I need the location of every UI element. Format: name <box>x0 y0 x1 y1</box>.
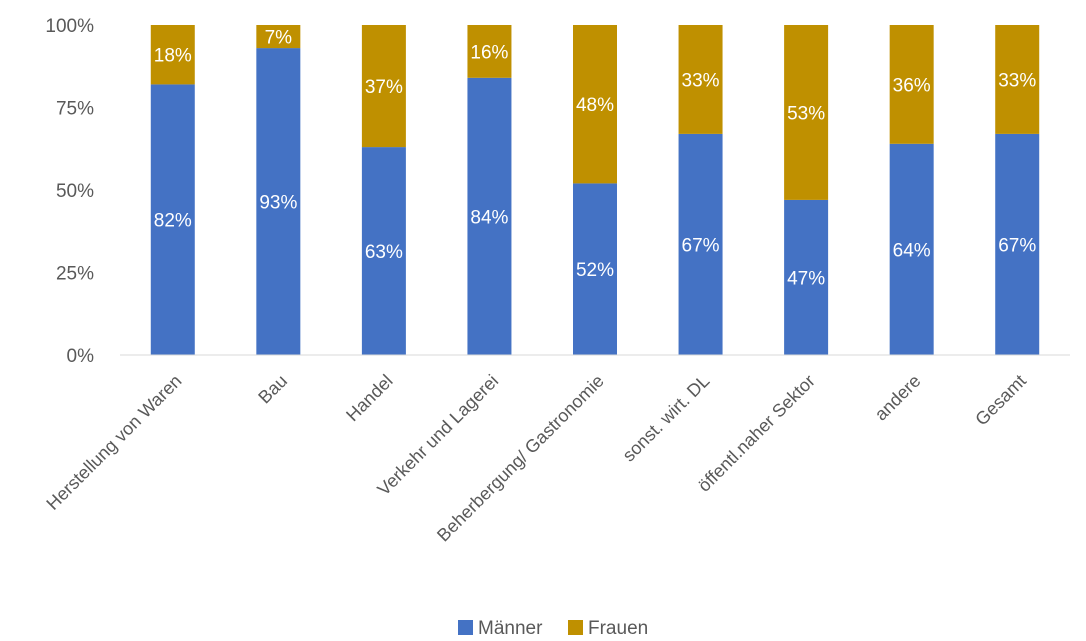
bar-segment-maenner <box>889 143 934 355</box>
data-label: 48% <box>576 95 614 116</box>
bar-segment-maenner <box>467 77 512 356</box>
bar-segment-frauen <box>150 25 195 85</box>
bars: 82% 18% 93% 7% 63% 37% 84% 16% 52% 48% 67% 33% 47% 53… <box>150 25 1040 356</box>
data-label: 82% <box>154 211 192 232</box>
data-label: 93% <box>259 193 297 214</box>
y-tick-label: 25% <box>56 264 94 285</box>
data-label: 52% <box>576 260 614 281</box>
bar-segment-maenner <box>995 133 1040 355</box>
bar-segment-frauen <box>889 25 934 144</box>
y-tick-label: 75% <box>56 99 94 120</box>
bar-segment-frauen <box>678 25 723 134</box>
bar-segment-maenner <box>150 84 195 356</box>
data-label: 84% <box>470 207 508 228</box>
bar-segment-maenner <box>361 147 406 355</box>
data-label: 18% <box>154 46 192 67</box>
data-label: 7% <box>265 28 293 49</box>
x-category-label: andere <box>871 371 925 425</box>
data-label: 33% <box>682 70 720 91</box>
x-category-label: Beherbergung/ Gastronomie <box>433 371 608 546</box>
x-category-label: Bau <box>254 371 291 408</box>
legend-label: Frauen <box>588 618 648 639</box>
data-label: 63% <box>365 242 403 263</box>
legend-swatch <box>458 620 473 635</box>
legend: Männer Frauen <box>458 618 648 639</box>
x-category-label: Handel <box>342 371 396 425</box>
data-label: 16% <box>470 42 508 63</box>
x-category-label: Herstellung von Waren <box>42 371 185 514</box>
x-category-label: Gesamt <box>971 371 1030 430</box>
bar-segment-frauen <box>784 25 829 200</box>
bar-segment-frauen <box>573 25 617 184</box>
bar-segment-maenner <box>573 183 617 355</box>
data-label: 67% <box>682 235 720 256</box>
data-label: 47% <box>787 268 825 289</box>
legend-swatch <box>568 620 583 635</box>
data-label: 37% <box>365 77 403 98</box>
bar-segment-frauen <box>256 25 301 49</box>
bar-segment-maenner <box>256 48 301 355</box>
bar-segment-maenner <box>678 133 723 355</box>
data-label: 33% <box>998 70 1036 91</box>
data-label: 36% <box>893 75 931 96</box>
data-label: 64% <box>893 240 931 261</box>
x-category-label: öffentl.naher Sektor <box>694 371 819 496</box>
data-label: 53% <box>787 103 825 124</box>
bar-segment-frauen <box>361 25 406 148</box>
y-tick-label: 50% <box>56 181 94 202</box>
x-category-label: sonst. wirt. DL <box>619 371 714 466</box>
bar-segment-frauen <box>995 25 1040 134</box>
y-tick-label: 0% <box>67 346 95 367</box>
legend-label: Männer <box>478 618 543 639</box>
data-label: 67% <box>998 235 1036 256</box>
bar-segment-maenner <box>784 199 829 355</box>
y-axis: 0% 25% 50% 75% 100% <box>45 16 94 367</box>
y-tick-label: 100% <box>45 16 94 37</box>
bar-segment-frauen <box>467 25 512 78</box>
